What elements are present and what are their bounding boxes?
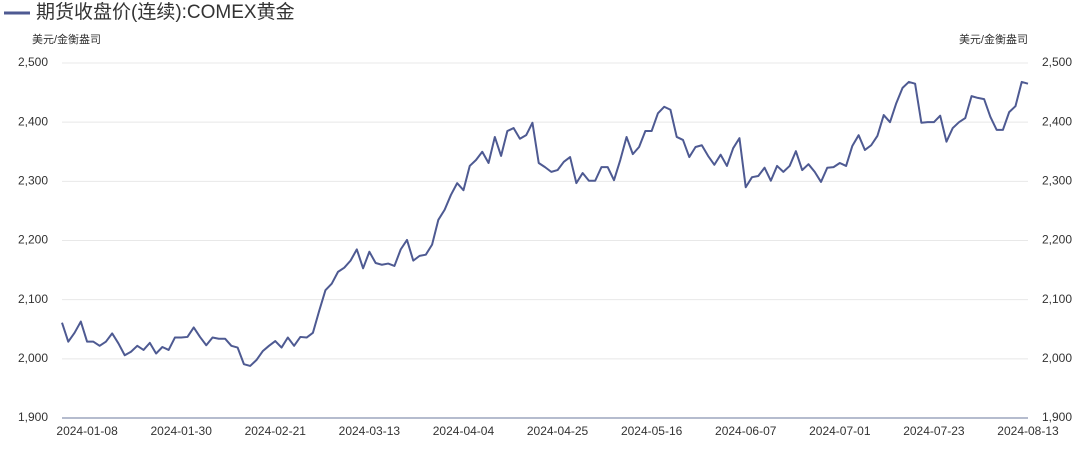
x-tick-label: 2024-01-08: [56, 424, 118, 438]
y-tick-label: 2,100: [18, 292, 48, 306]
y-tick-label: 2,400: [18, 114, 48, 128]
x-tick-label: 2024-08-13: [997, 424, 1059, 438]
y-tick-label: 2,300: [18, 174, 48, 188]
series-line: [61, 80, 1029, 367]
y2-tick-label: 2,000: [1042, 351, 1072, 365]
x-tick-label: 2024-04-04: [433, 424, 495, 438]
y2-tick-label: 2,300: [1042, 174, 1072, 188]
y2-tick-label: 2,400: [1042, 114, 1072, 128]
x-tick-label: 2024-03-13: [339, 424, 401, 438]
x-tick-label: 2024-06-07: [715, 424, 777, 438]
y2-tick-label: 1,900: [1042, 410, 1072, 424]
x-tick-label: 2024-05-16: [621, 424, 683, 438]
x-tick-label: 2024-02-21: [245, 424, 307, 438]
x-tick-label: 2024-04-25: [527, 424, 589, 438]
y2-axis-unit: 美元/金衡盎司: [959, 32, 1028, 46]
x-tick-label: 2024-01-30: [150, 424, 212, 438]
y2-tick-label: 2,100: [1042, 292, 1072, 306]
y-tick-label: 2,500: [18, 55, 48, 69]
legend-label: 期货收盘价(连续):COMEX黄金: [36, 1, 295, 23]
y-tick-label: 1,900: [18, 410, 48, 424]
y2-tick-label: 2,200: [1042, 233, 1072, 247]
x-tick-label: 2024-07-23: [903, 424, 965, 438]
y-axis-unit: 美元/金衡盎司: [32, 32, 101, 46]
y2-tick-label: 2,500: [1042, 55, 1072, 69]
y-tick-label: 2,000: [18, 351, 48, 365]
x-tick-label: 2024-07-01: [809, 424, 871, 438]
y-tick-label: 2,200: [18, 233, 48, 247]
